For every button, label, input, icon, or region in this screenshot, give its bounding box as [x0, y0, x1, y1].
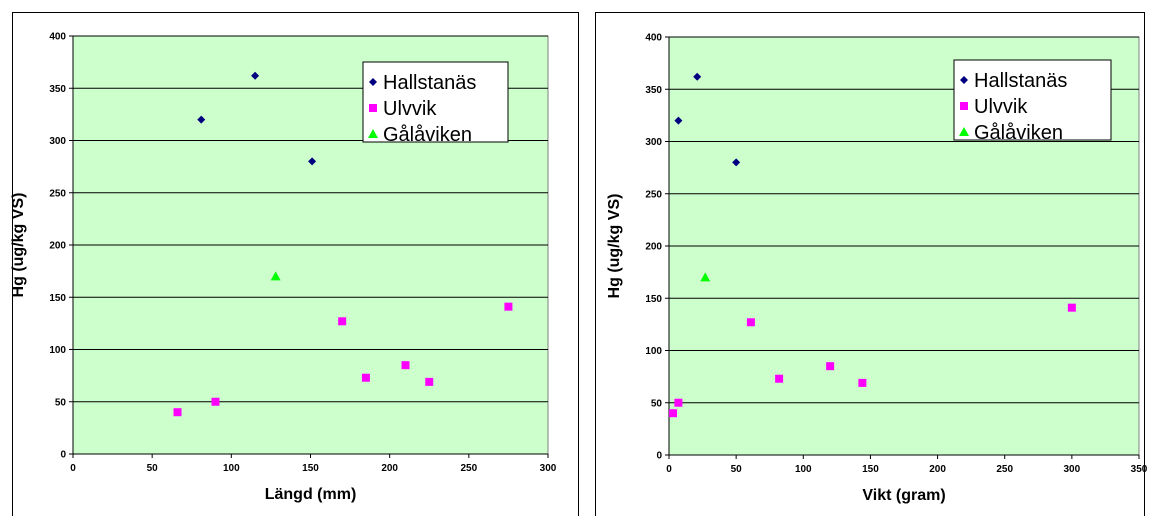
y-tick-label: 250	[645, 189, 662, 200]
data-point-hallstanas	[732, 158, 741, 167]
x-tick-label: 100	[795, 464, 812, 475]
data-point-ulvvik	[826, 362, 835, 371]
data-point-ulvvik	[746, 318, 755, 327]
y-tick-label: 150	[49, 293, 66, 304]
x-tick-label: 200	[381, 463, 398, 474]
legend-label-hallstanas: Hallstanäs	[383, 72, 476, 94]
data-point-ulvvik	[211, 397, 220, 406]
legend: Hallstanäs Ulvvik Gålåviken	[953, 59, 1112, 144]
legend-swatch-galaviken	[368, 129, 378, 138]
y-tick-label: 100	[645, 346, 662, 357]
data-point-ulvvik	[674, 398, 683, 407]
data-point-ulvvik	[173, 408, 182, 417]
chart-panel-length: 0 50 100 150 200 250 300 350 400 0 50 100 150 200 250 3…	[10, 12, 579, 516]
x-tick-label: 0	[70, 463, 76, 474]
data-point-ulvvik	[669, 409, 678, 418]
x-tick-label: 200	[929, 464, 946, 475]
y-tick-label: 0	[656, 451, 662, 462]
x-axis-label: Vikt (gram)	[862, 487, 945, 504]
scatter-chart-length: 0 50 100 150 200 250 300 350 400 0 50 100 150 200 250 3…	[10, 32, 557, 504]
y-tick-label: 0	[60, 450, 66, 461]
y-tick-label: 350	[645, 85, 662, 96]
data-point-hallstanas	[674, 116, 683, 125]
x-tick-label: 100	[223, 463, 240, 474]
y-tick-label: 250	[49, 188, 66, 199]
data-point-ulvvik	[858, 378, 867, 387]
data-point-hallstanas	[197, 115, 206, 124]
x-tick-label: 50	[147, 463, 159, 474]
legend-label-galaviken: Gålåviken	[383, 124, 472, 146]
x-tick-label: 250	[460, 463, 477, 474]
y-tick-label: 50	[55, 397, 67, 408]
legend-label-hallstanas: Hallstanäs	[974, 70, 1067, 92]
data-point-hallstanas	[308, 157, 317, 166]
x-tick-label: 150	[862, 464, 879, 475]
data-point-ulvvik	[775, 374, 784, 383]
legend-swatch-hallstanas	[369, 78, 377, 86]
data-point-ulvvik	[401, 361, 410, 370]
legend-swatch-ulvvik	[960, 102, 968, 110]
data-point-galaviken	[270, 271, 281, 281]
x-tick-label: 150	[302, 463, 319, 474]
x-tick-label: 0	[666, 464, 672, 475]
y-tick-label: 50	[651, 398, 663, 409]
y-axis-label: Hg (ug/kg VS)	[10, 193, 27, 298]
legend-box	[362, 61, 509, 143]
y-tick-label: 350	[49, 84, 66, 95]
data-point-ulvvik	[504, 302, 513, 311]
y-tick-label: 300	[49, 136, 66, 147]
legend-box	[953, 59, 1112, 141]
chart-panel-weight: 0 50 100 150 200 250 300 350 400 0 50 100 150 200 250 3…	[595, 12, 1148, 516]
data-point-ulvvik	[361, 373, 370, 382]
x-tick-label: 300	[1064, 464, 1081, 475]
data-point-ulvvik	[338, 317, 347, 326]
legend-swatch-hallstanas	[960, 76, 968, 84]
y-tick-label: 200	[645, 242, 662, 253]
legend-label-ulvvik: Ulvvik	[974, 96, 1028, 118]
y-tick-label: 100	[49, 345, 66, 356]
legend-swatch-ulvvik	[369, 104, 377, 112]
x-tick-label: 50	[731, 464, 743, 475]
data-point-ulvvik	[425, 377, 434, 386]
y-tick-label: 400	[645, 33, 662, 44]
y-tick-label: 150	[645, 294, 662, 305]
x-tick-label: 350	[1131, 464, 1148, 475]
data-point-hallstanas	[693, 72, 702, 81]
y-tick-label: 200	[49, 241, 66, 252]
y-axis-label: Hg (ug/kg VS)	[606, 194, 623, 299]
legend-label-ulvvik: Ulvvik	[383, 98, 437, 120]
legend: Hallstanäs Ulvvik Gålåviken	[362, 61, 509, 146]
scatter-chart-weight: 0 50 100 150 200 250 300 350 400 0 50 100 150 200 250 3…	[606, 33, 1148, 505]
x-tick-label: 300	[540, 463, 557, 474]
data-point-galaviken	[700, 272, 711, 282]
x-tick-label: 250	[996, 464, 1013, 475]
legend-label-galaviken: Gålåviken	[974, 122, 1063, 144]
data-point-ulvvik	[1067, 303, 1076, 312]
y-tick-label: 300	[645, 137, 662, 148]
legend-swatch-galaviken	[959, 127, 969, 136]
y-tick-label: 400	[49, 32, 66, 43]
data-point-hallstanas	[251, 71, 260, 80]
x-axis-label: Längd (mm)	[265, 486, 357, 503]
